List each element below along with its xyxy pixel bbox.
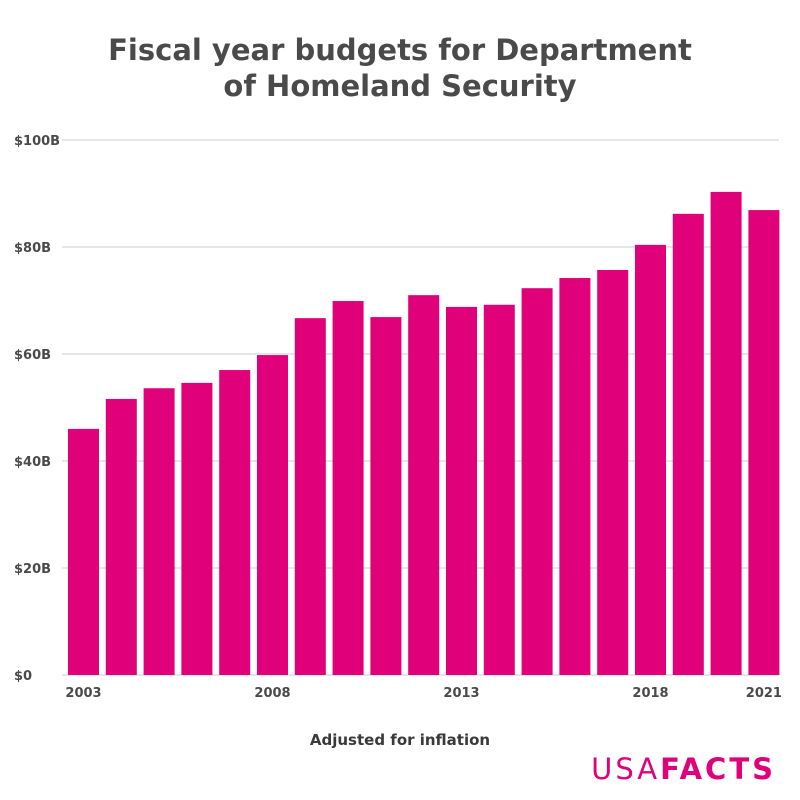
bar-2011 [370,317,402,675]
bar-2012 [408,295,440,675]
y-tick-label: $20B [14,562,51,577]
y-tick-label: $0 [14,669,32,684]
title-line-2: of Homeland Security [223,69,577,103]
x-tick-label: 2018 [632,686,668,701]
x-tick-label: 2008 [254,686,290,701]
bar-2016 [559,278,591,675]
bar-2005 [143,388,175,675]
bar-2004 [105,398,137,675]
usafacts-logo: USAFACTS [591,752,776,786]
bar-2017 [597,270,629,675]
y-tick-label: $80B [14,241,51,256]
bar-2015 [521,288,553,675]
bar-2014 [483,304,515,675]
bar-2019 [672,213,704,675]
bar-2008 [257,355,288,675]
y-tick-label: $100B [14,134,60,149]
chart-title: Fiscal year budgets for Department of Ho… [0,32,800,104]
bar-2020 [710,191,742,675]
bar-2021 [748,210,780,675]
x-tick-label: 2013 [443,686,479,701]
bar-2018 [635,244,666,676]
y-tick-label: $40B [14,455,51,470]
bar-2010 [332,301,364,675]
x-axis-caption: Adjusted for inflation [309,731,491,749]
bar-2013 [446,306,477,675]
title-line-1: Fiscal year budgets for Department [108,33,692,67]
bar-2009 [294,318,326,675]
bar-2003 [68,428,99,675]
bar-2007 [219,370,251,675]
bar-2006 [181,382,213,675]
x-tick-label: 2021 [746,686,782,701]
x-tick-label: 2003 [65,686,101,701]
y-tick-label: $60B [14,348,51,363]
